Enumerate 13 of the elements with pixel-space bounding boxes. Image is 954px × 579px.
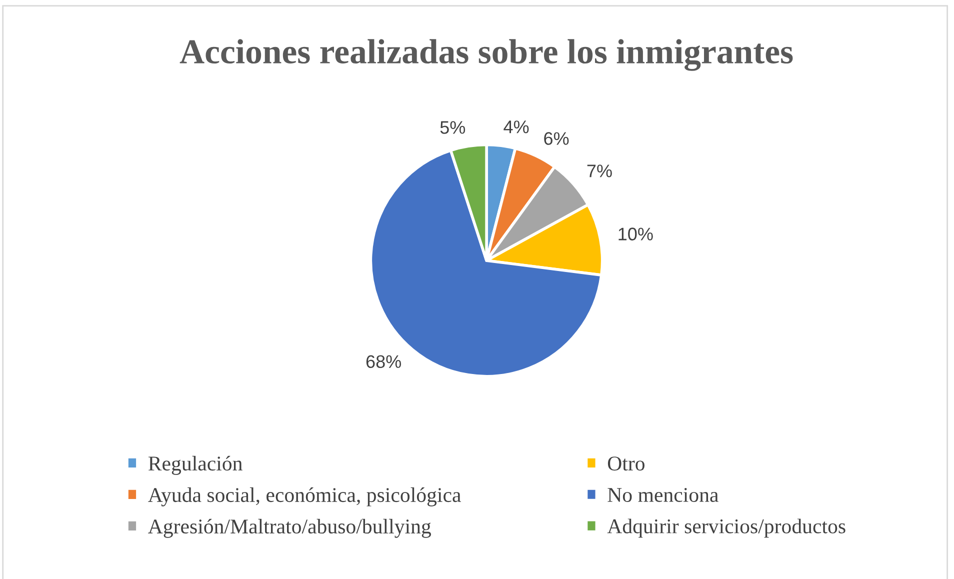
data-label: 7% xyxy=(587,164,612,178)
data-label: 10% xyxy=(618,228,653,240)
legend-label: No menciona xyxy=(608,488,718,502)
legend-label: Agresión/Maltrato/abuso/bullying xyxy=(148,518,431,538)
data-label: 6% xyxy=(544,132,569,145)
legend-label: Ayuda social, económica, psicológica xyxy=(148,487,461,506)
legend-label: Otro xyxy=(608,456,644,471)
chart-title: Acciones realizadas sobre los inmigrantes xyxy=(180,39,793,71)
data-label: 68% xyxy=(366,355,402,368)
data-label: 5% xyxy=(440,121,466,134)
data-label: 4% xyxy=(504,120,529,134)
legend-label: Regulación xyxy=(148,456,242,475)
legend-label: Adquirir servicios/productos xyxy=(607,518,846,538)
